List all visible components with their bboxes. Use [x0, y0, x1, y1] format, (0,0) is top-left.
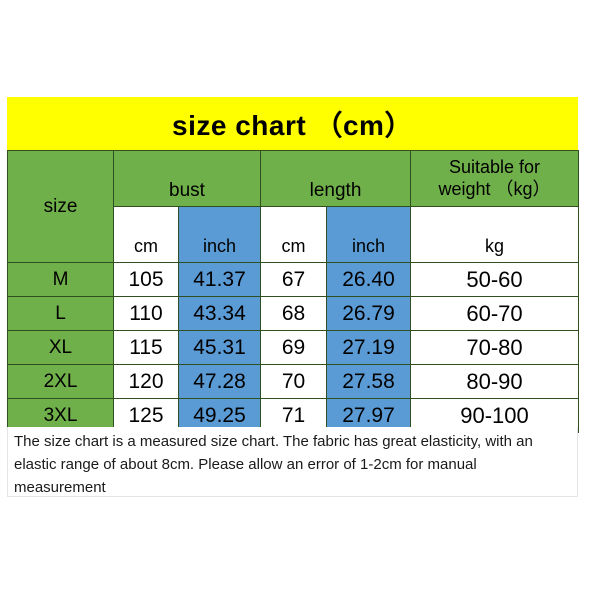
- header-weight-line1: Suitable for: [448, 156, 541, 177]
- cell-bust-cm: 105: [113, 262, 179, 297]
- cell-length-inch: 26.79: [326, 296, 412, 331]
- cell-size: 2XL: [7, 364, 114, 399]
- header-weight: Suitable for weight （kg）: [410, 150, 580, 207]
- header-bust-label: bust: [169, 180, 205, 201]
- header-length: length: [260, 150, 412, 207]
- header-bust: bust: [112, 150, 262, 207]
- cell-bust-cm: 110: [113, 296, 179, 331]
- cell-weight-kg: 60-70: [410, 296, 580, 331]
- unit-length-inch-label: inch: [352, 236, 386, 256]
- cell-weight-kg: 70-80: [410, 330, 580, 365]
- header-weight-line2: weight （kg）: [438, 178, 551, 199]
- cell-size: L: [7, 296, 114, 331]
- unit-length-cm: cm: [260, 206, 328, 263]
- table-header-group-row: size bust length Suitable for weight （kg…: [7, 150, 580, 263]
- unit-length-cm-label: cm: [281, 236, 306, 256]
- header-length-label: length: [309, 180, 362, 201]
- size-chart-table: size bust length Suitable for weight （kg…: [7, 150, 580, 433]
- cell-bust-inch: 45.31: [177, 330, 262, 365]
- cell-length-inch: 27.58: [326, 364, 412, 399]
- unit-length-inch: inch: [326, 206, 412, 263]
- unit-bust-cm: cm: [113, 206, 179, 263]
- cell-size: XL: [7, 330, 114, 365]
- cell-length-cm: 70: [260, 364, 328, 399]
- cell-bust-inch: 47.28: [177, 364, 262, 399]
- cell-length-cm: 67: [260, 262, 328, 297]
- unit-bust-cm-label: cm: [134, 236, 158, 256]
- header-size-label: size: [43, 195, 78, 217]
- table-row: XL 115 45.31 69 27.19 70-80: [7, 330, 580, 365]
- cell-length-cm: 68: [260, 296, 328, 331]
- cell-length-inch: 27.19: [326, 330, 412, 365]
- unit-bust-inch-label: inch: [202, 236, 237, 256]
- cell-bust-cm: 120: [113, 364, 179, 399]
- table-row: 2XL 120 47.28 70 27.58 80-90: [7, 364, 580, 399]
- cell-weight-kg: 80-90: [410, 364, 580, 399]
- unit-weight-kg-label: kg: [485, 236, 505, 256]
- cell-length-inch: 26.40: [326, 262, 412, 297]
- table-unit-row: cm inch cm inch kg: [8, 206, 580, 263]
- page-title: size chart （cm）: [172, 109, 413, 141]
- cell-size: M: [7, 262, 114, 297]
- cell-weight-kg: 50-60: [410, 262, 580, 297]
- title-band: size chart （cm）: [7, 97, 578, 150]
- table-row: L 110 43.34 68 26.79 60-70: [7, 296, 580, 331]
- table-row: M 105 41.37 67 26.40 50-60: [7, 262, 580, 297]
- cell-bust-inch: 41.37: [177, 262, 262, 297]
- measurement-note-box: The size chart is a measured size chart.…: [7, 427, 578, 497]
- header-size: size: [7, 150, 114, 263]
- cell-bust-inch: 43.34: [177, 296, 262, 331]
- unit-weight-kg: kg: [410, 206, 580, 263]
- measurement-note-text: The size chart is a measured size chart.…: [14, 433, 533, 496]
- cell-length-cm: 69: [260, 330, 328, 365]
- cell-bust-cm: 115: [113, 330, 179, 365]
- unit-bust-inch: inch: [177, 206, 262, 263]
